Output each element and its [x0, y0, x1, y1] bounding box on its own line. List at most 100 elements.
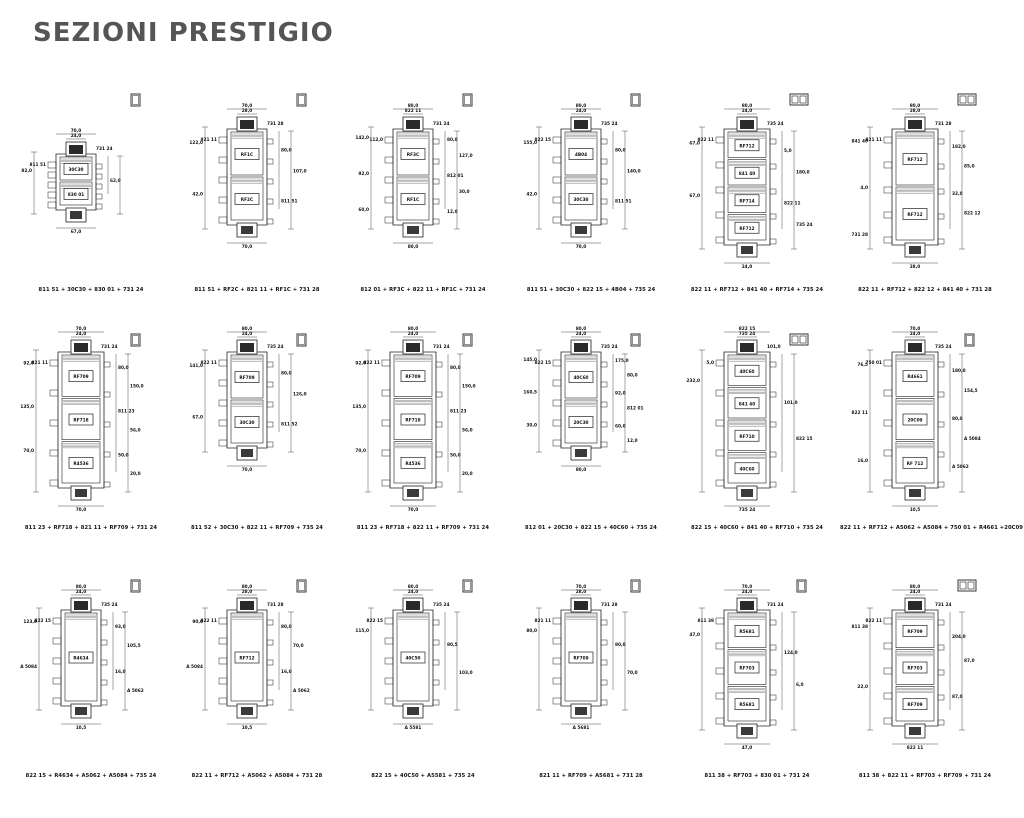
section-drawing: R4661 20C09 RF 712 70,0 24,0 735 24 750 01 76,5…: [840, 322, 1024, 562]
dimension-label: 30,0: [459, 189, 470, 195]
dimension-label: 80,5: [447, 642, 458, 648]
dimension-label: 12,0: [447, 209, 458, 215]
dimension-label: 80,0: [408, 244, 419, 250]
profile-drawing: RF709 RF703 RF709: [883, 597, 945, 739]
dimension-label: 70,0: [576, 244, 587, 250]
dimension-label: 175,0: [615, 358, 629, 364]
dimension-label: 821 11: [201, 137, 217, 143]
section-drawing: 30C30 830 01 70,0 24,0 731 24 811 51 82,0 62,0 6…: [6, 82, 176, 322]
dimension-label: 42,0: [192, 192, 203, 198]
dimension-label: 47,0: [742, 745, 753, 751]
dimension-label: 735 24: [601, 344, 617, 350]
dimension-label: 80,0: [615, 642, 626, 648]
profile-drawing: 40C60 841 40 RF710 40C60: [715, 339, 777, 501]
dimension-label: 811 52: [281, 422, 297, 428]
dimension-label: 731 24: [935, 602, 951, 608]
dimension-label: 160,5: [523, 390, 537, 396]
dimension-label: 127,0: [459, 153, 473, 159]
dimension-label: 20,0: [130, 471, 141, 477]
dimension-label: 821 11: [32, 360, 48, 366]
component-label: 40C60: [739, 466, 754, 472]
dimension-label: 67,0: [192, 415, 203, 421]
dimension-label: 822 11: [201, 360, 217, 366]
dimension-label: 821 11: [866, 137, 882, 143]
dimension-label: 85,0: [964, 164, 975, 170]
component-label: RF703: [907, 666, 922, 672]
dimension-label: 24,0: [76, 589, 87, 595]
dimension-label: 182,0: [952, 144, 966, 150]
profile-drawing: 4B04 30C30: [552, 116, 608, 238]
dimension-label: 24,0: [408, 331, 419, 337]
dimension-label: 70,0: [242, 244, 253, 250]
profile-drawing: RF709 RF718 R4536: [49, 339, 111, 501]
dimension-label: 70,0: [910, 326, 921, 332]
dimension-label: 80,0: [118, 365, 129, 371]
component-label: RF2C: [241, 197, 253, 203]
dimension-label: 80,0: [408, 326, 419, 332]
section-caption: 811 51 + 30C30 + 822 15 + 4B04 + 735 24: [526, 287, 656, 293]
section-caption: 812 01 + 20C30 + 822 15 + 40C60 + 735 24: [525, 525, 657, 531]
dimension-label: 12,0: [627, 438, 638, 444]
dimension-label: 62,0: [110, 178, 121, 184]
section-caption: 811 52 + 30C30 + 822 11 + RF709 + 735 24: [190, 525, 323, 531]
dimension-label: 80,0: [242, 584, 253, 590]
dimension-label: 80,0: [526, 628, 537, 634]
dimension-label: 80,0: [450, 365, 461, 371]
dimension-label: 80,0: [576, 467, 587, 473]
dimension-label: 80,0: [281, 370, 292, 376]
component-label: RF709: [907, 702, 922, 708]
section-caption: 811 51 + RF2C + 821 11 + RF1C + 731 28: [194, 287, 320, 293]
profile-drawing: RF709: [552, 597, 608, 719]
dimension-label: 22,0: [857, 684, 868, 690]
component-label: 40C60: [573, 375, 588, 381]
dimension-label: 822 12: [964, 210, 980, 216]
component-label: RF712: [907, 157, 922, 163]
section-drawing: RF712 80,0 28,0 731 28 822 11 90,0 80,0 70,0 A 5…: [172, 568, 342, 808]
dimension-label: 10,5: [910, 507, 921, 513]
dimension-label: A 5062: [293, 688, 310, 694]
component-label: RF718: [405, 418, 420, 424]
section-drawing: RF709 RF718 R4536 70,0 24,0 731 24 821 11 92,0 8…: [6, 322, 176, 562]
dimension-label: 101,0: [784, 400, 798, 406]
dimension-label: 142,0: [355, 135, 369, 141]
profile-section-svg: R4661 20C09 RF 712 70,024,0 735 24 750 0176,5…: [852, 326, 981, 513]
dimension-label: 80,0: [281, 624, 292, 630]
dimension-label: 232,0: [686, 378, 700, 384]
dimension-label: 811 38: [698, 618, 714, 624]
profile-drawing: 40C60 20C30: [552, 339, 608, 461]
section-caption: 822 15 + 40C50 + A5581 + 735 24: [371, 773, 475, 779]
section-caption: 822 11 + RF712 + 822 12 + 841 40 + 731 2…: [858, 287, 992, 293]
dimension-label: 16,0: [281, 669, 292, 675]
dimension-label: 92,0: [23, 361, 34, 367]
section-drawing: 40C50 80,0 24,0 735 24 822 15 115,0 80,5 103,0 A…: [338, 568, 508, 808]
dimension-label: 28,0: [910, 108, 921, 114]
dimension-label: 735 24: [267, 344, 283, 350]
dimension-label: 80,0: [576, 326, 587, 332]
section-caption: 822 11 + RF712 + A5062 + A5084 + 731 28: [191, 773, 323, 779]
dimension-label: 750 01: [866, 360, 882, 366]
dimension-label: 6,0: [796, 682, 804, 688]
profile-drawing: RF712 RF712: [883, 116, 945, 258]
dimension-label: 135,0: [352, 404, 366, 410]
component-label: RF1C: [241, 152, 253, 158]
dimension-label: 822 15: [739, 326, 755, 332]
dimension-label: 80,0: [281, 147, 292, 153]
profile-drawing: RF3C RF1C: [384, 116, 440, 238]
dimension-label: 822 11: [364, 360, 380, 366]
dimension-label: 204,0: [952, 634, 966, 640]
dimension-label: A 5062: [127, 688, 144, 694]
double-sash-window-icon: [789, 93, 809, 106]
dimension-label: 812 01: [447, 173, 463, 179]
